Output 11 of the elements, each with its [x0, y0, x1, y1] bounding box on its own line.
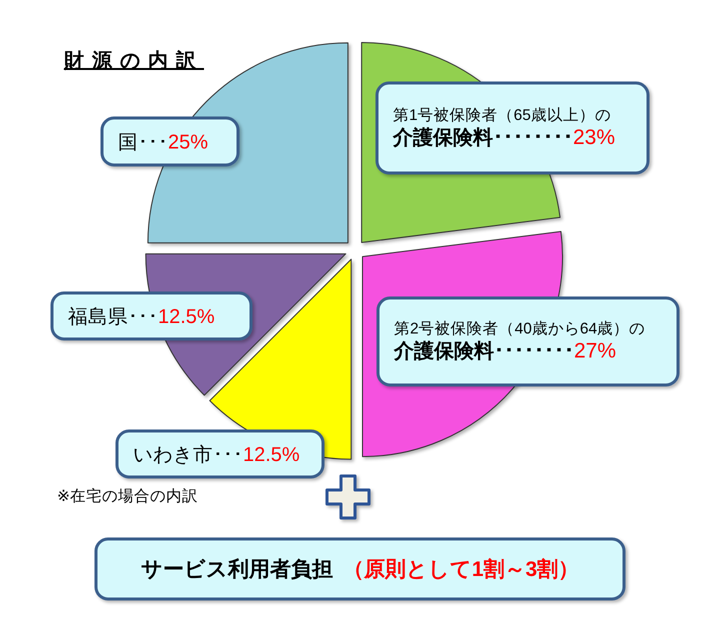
data-label: 12.5% [243, 444, 300, 466]
chart-title: 財源の内訳 [63, 49, 204, 72]
slice-label: いわき市･･･ [133, 444, 243, 466]
burden-box: サービス利用者負担 （原則として1割～3割） [94, 538, 626, 600]
data-label: 25% [168, 132, 208, 154]
text: ※在宅の場合の内訳 [57, 487, 198, 505]
data-label: 27% [574, 340, 616, 362]
slice-label: 国･･･ [118, 132, 168, 154]
slice-label: 福島県･･･ [68, 306, 158, 328]
data-label: 23% [573, 126, 616, 149]
data-label: 12.5% [158, 306, 215, 328]
